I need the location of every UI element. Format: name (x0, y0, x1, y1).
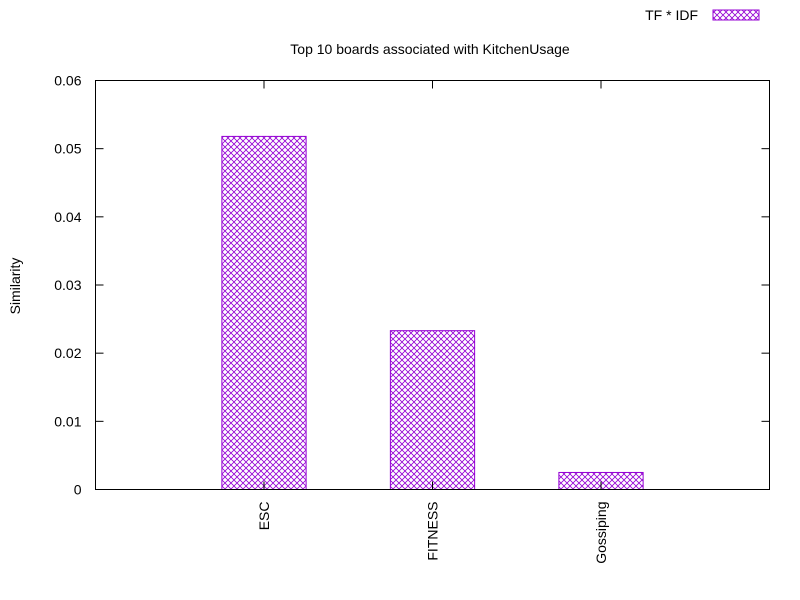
legend-label: TF * IDF (645, 7, 698, 23)
x-tick-label: FITNESS (425, 502, 441, 561)
y-tick-label: 0.04 (54, 209, 81, 225)
x-tick-label: ESC (256, 502, 272, 531)
bar-esc (221, 135, 307, 490)
legend-swatch (712, 9, 760, 21)
plot-frame (95, 80, 770, 490)
y-tick-label: 0.03 (54, 277, 81, 293)
plot-area: 0 0.01 0.02 0.03 0.04 0.05 0.06 ESC FITNESS Gossi… (54, 73, 770, 564)
y-axis-label: Similarity (7, 258, 23, 315)
x-tick-label: Gossiping (593, 502, 609, 564)
y-tick-label: 0.02 (54, 345, 81, 361)
bar-fitness (389, 330, 476, 490)
y-tick-label: 0.06 (54, 73, 81, 89)
y-tick-label: 0 (74, 482, 82, 498)
legend: TF * IDF (645, 7, 760, 23)
y-tick-label: 0.01 (54, 413, 81, 429)
chart-title: Top 10 boards associated with KitchenUsa… (290, 41, 570, 57)
y-tick-label: 0.05 (54, 141, 81, 157)
